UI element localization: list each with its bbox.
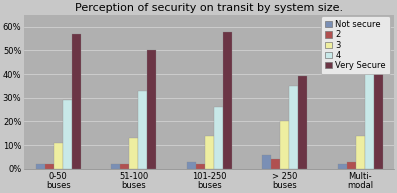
Bar xyxy=(129,138,138,169)
Bar xyxy=(63,100,72,169)
Legend: Not secure, 2, 3, 4, Very Secure: Not secure, 2, 3, 4, Very Secure xyxy=(321,16,390,74)
Bar xyxy=(347,162,356,169)
Bar xyxy=(120,164,129,169)
Bar xyxy=(374,72,383,169)
Bar xyxy=(44,164,54,169)
Bar xyxy=(147,50,156,169)
Bar xyxy=(356,136,365,169)
Bar xyxy=(298,76,307,169)
Bar xyxy=(214,107,223,169)
Bar xyxy=(111,164,120,169)
Bar xyxy=(138,91,147,169)
Bar xyxy=(280,121,289,169)
Bar xyxy=(337,164,347,169)
Bar xyxy=(72,34,81,169)
Bar xyxy=(187,162,196,169)
Bar xyxy=(54,143,63,169)
Title: Perception of security on transit by system size.: Perception of security on transit by sys… xyxy=(75,3,343,13)
Bar xyxy=(35,164,44,169)
Bar xyxy=(262,155,271,169)
Bar xyxy=(223,31,232,169)
Bar xyxy=(365,67,374,169)
Bar xyxy=(271,159,280,169)
Bar xyxy=(205,136,214,169)
Bar xyxy=(196,164,205,169)
Bar xyxy=(289,86,298,169)
